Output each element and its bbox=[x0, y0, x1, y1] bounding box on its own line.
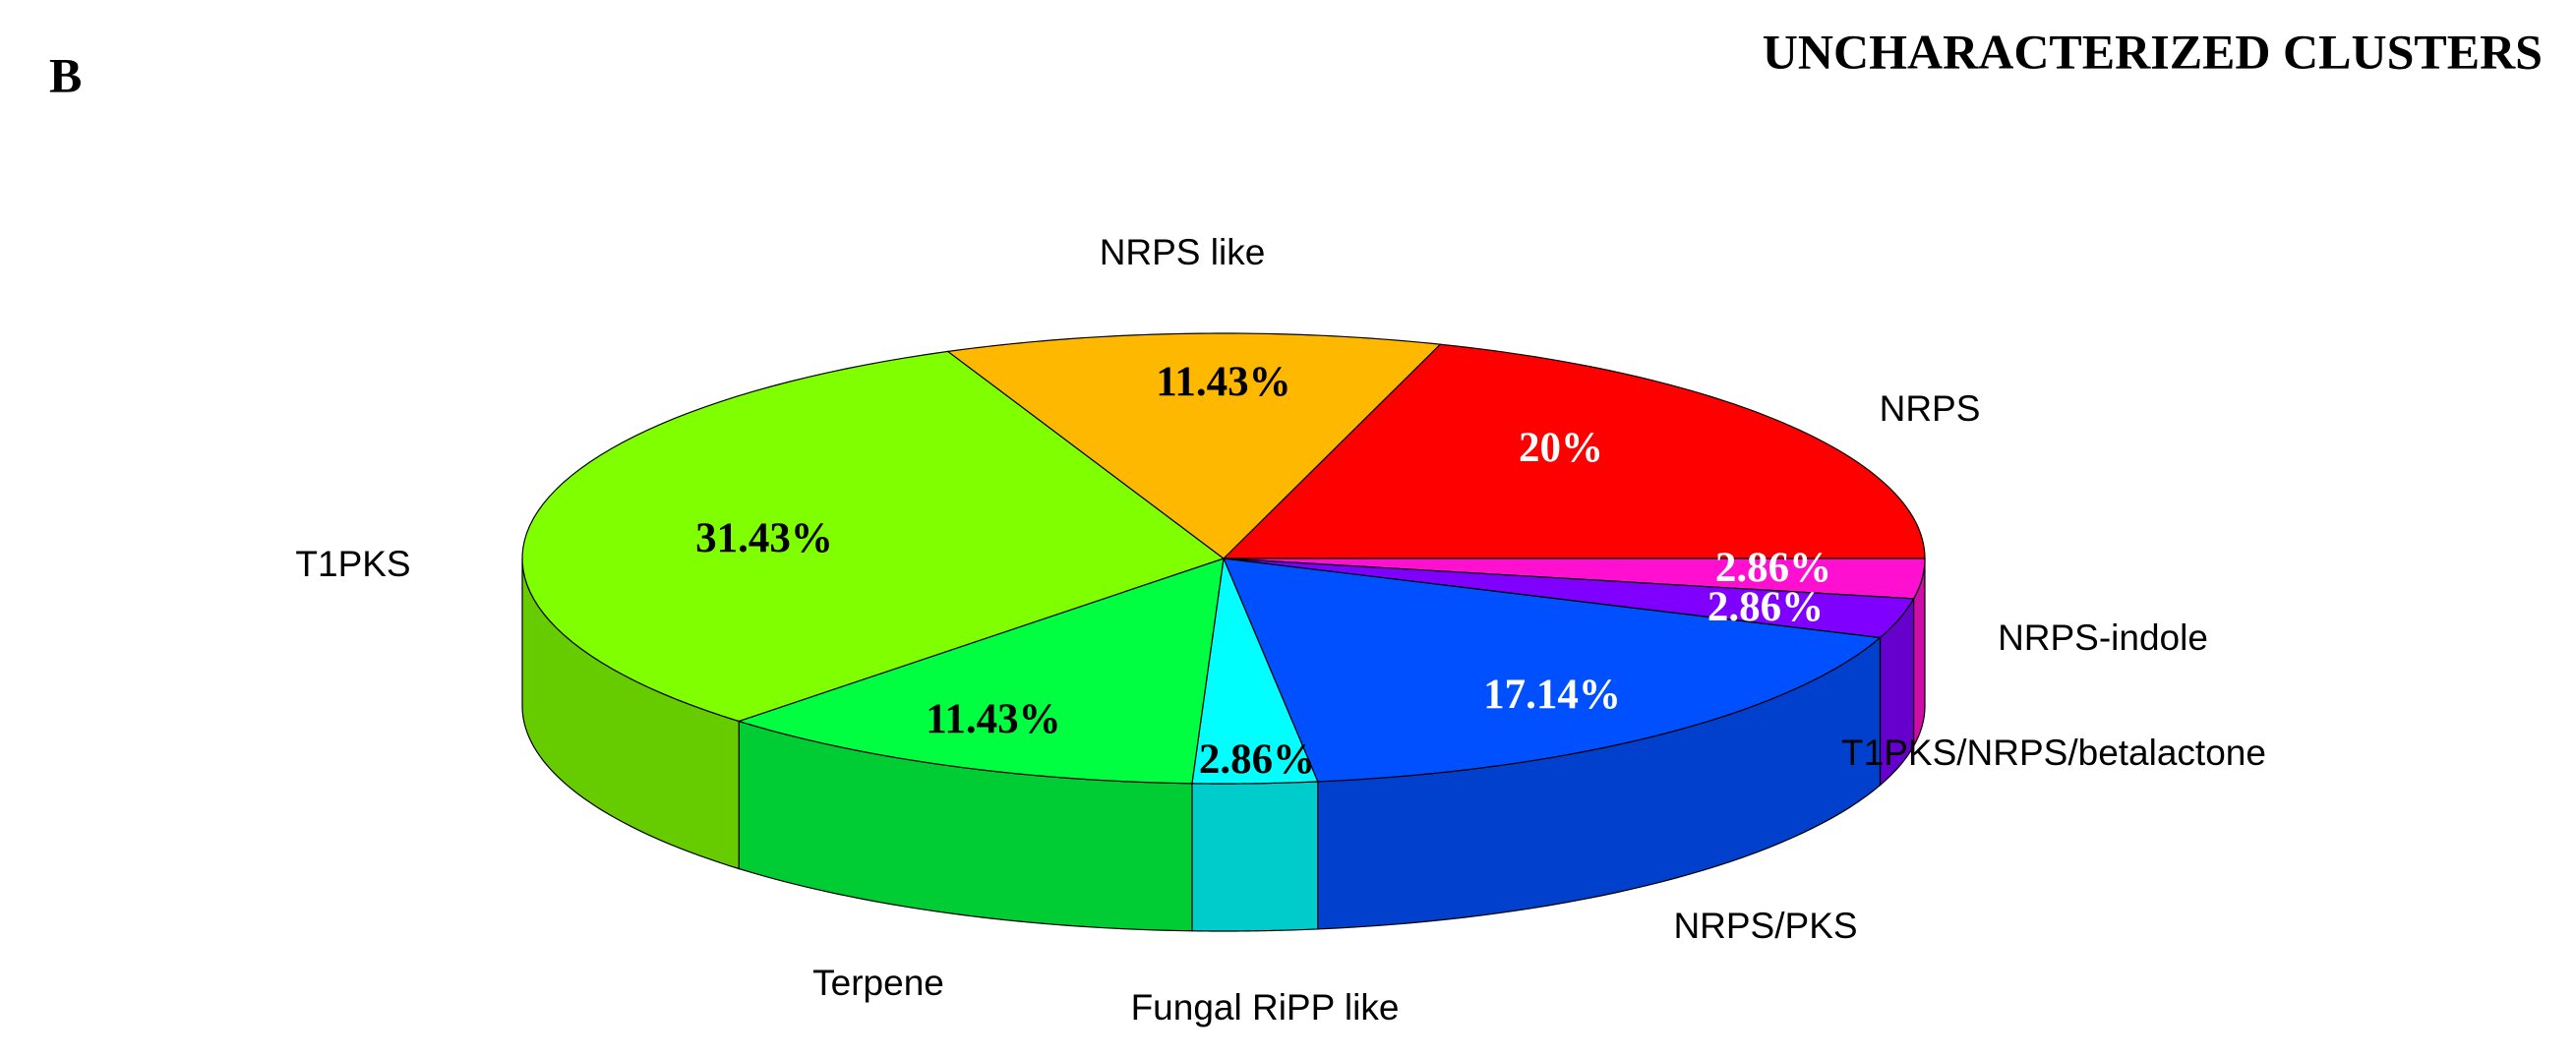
pie-tops bbox=[521, 332, 1926, 785]
value-label: 2.86% bbox=[1707, 584, 1824, 630]
panel-label: B bbox=[49, 47, 82, 102]
category-label: Fungal RiPP like bbox=[1131, 987, 1400, 1028]
slice bbox=[1223, 558, 1915, 639]
value-label: 20% bbox=[1519, 425, 1603, 471]
category-label: T1PKS/NRPS/betalactone bbox=[1841, 733, 2266, 773]
slice bbox=[521, 350, 1226, 723]
slice bbox=[1191, 556, 1319, 785]
category-label: Terpene bbox=[812, 963, 944, 1003]
value-label: 31.43% bbox=[695, 515, 833, 561]
slice bbox=[946, 332, 1442, 559]
chart-title: UNCHARACTERIZED CLUSTERS bbox=[1763, 24, 2543, 79]
slice-side bbox=[1191, 781, 1319, 932]
category-label: NRPS like bbox=[1100, 232, 1266, 272]
pie-sides bbox=[521, 558, 1926, 932]
slice bbox=[1223, 558, 1882, 783]
category-label: NRPS bbox=[1880, 388, 1981, 429]
category-label: T1PKS bbox=[295, 544, 410, 584]
value-label: 17.14% bbox=[1483, 672, 1621, 718]
value-label: 2.86% bbox=[1715, 545, 1831, 591]
value-label: 11.43% bbox=[926, 696, 1060, 742]
value-label: 2.86% bbox=[1199, 736, 1315, 783]
category-label: NRPS-indole bbox=[1998, 617, 2208, 658]
labels: 20% NRPS 2.86% NRPS-indole 2.86% T1PKS/NRPS/b… bbox=[295, 232, 2266, 1028]
category-label: NRPS/PKS bbox=[1673, 906, 1857, 946]
slice bbox=[1222, 343, 1926, 559]
slice bbox=[737, 558, 1225, 785]
value-label: 11.43% bbox=[1156, 359, 1290, 405]
